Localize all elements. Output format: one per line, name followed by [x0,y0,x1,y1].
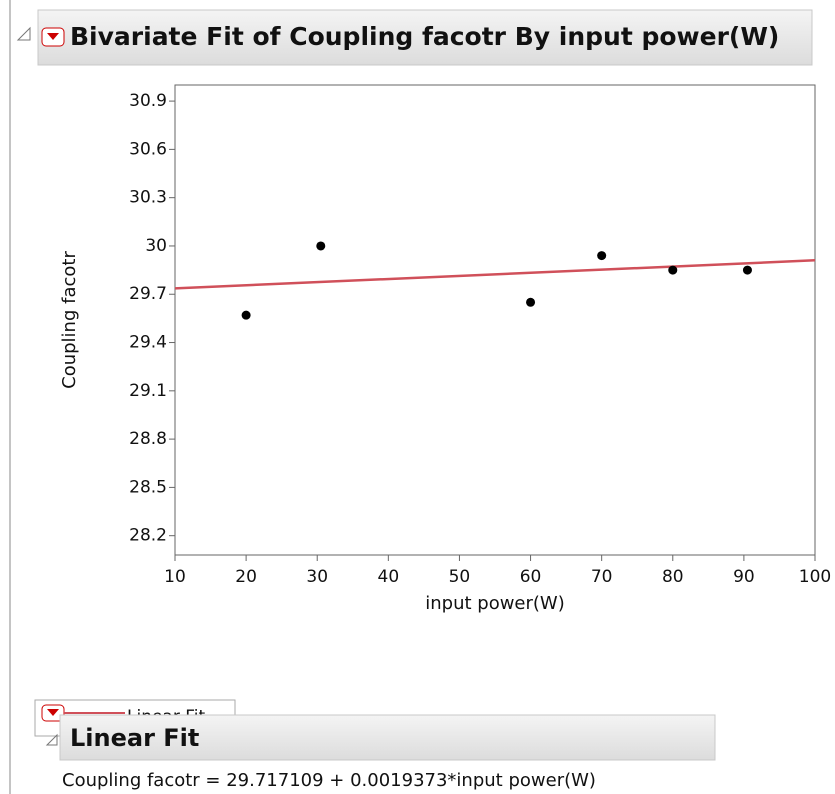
menu-icon[interactable] [41,27,65,47]
y-axis-label: Coupling facotr [59,251,80,389]
x-tick-label: 100 [799,567,831,587]
header-bar [37,9,813,66]
point [668,265,678,275]
y-tick-label: 28.2 [129,526,167,546]
y-tick-label: 29.7 [129,284,167,304]
x-tick-label: 60 [520,567,542,587]
point [526,297,536,307]
disclosure[interactable] [16,26,31,41]
x-tick-label: 40 [378,567,400,587]
x-tick-label: 70 [591,567,613,587]
point [742,265,752,275]
section-header [59,714,716,761]
y-tick-label: 29.4 [129,333,167,353]
fit-equation: Coupling facotr = 29.717109 + 0.0019373*… [62,770,596,791]
x-tick-label: 80 [662,567,684,587]
y-tick-label: 28.5 [129,477,167,497]
fit-line [174,259,816,290]
x-tick-label: 90 [733,567,755,587]
y-tick-label: 30.6 [129,139,167,159]
x-tick-label: 30 [306,567,328,587]
x-tick-label: 10 [164,567,186,587]
point [597,251,607,261]
y-tick-label: 29.1 [129,381,167,401]
point [316,241,326,251]
x-tick-label: 20 [235,567,257,587]
section-title: Linear Fit [70,724,199,752]
plot-frame [174,84,816,556]
disclosure[interactable] [45,733,58,746]
x-tick-label: 50 [449,567,471,587]
point [241,310,251,320]
header-title: Bivariate Fit of Coupling facotr By inpu… [70,22,779,51]
y-tick-label: 30.3 [129,188,167,208]
y-tick-label: 30.9 [129,91,167,111]
y-tick-label: 28.8 [129,429,167,449]
y-tick-label: 30 [145,236,167,256]
x-axis-label: input power(W) [425,593,565,614]
